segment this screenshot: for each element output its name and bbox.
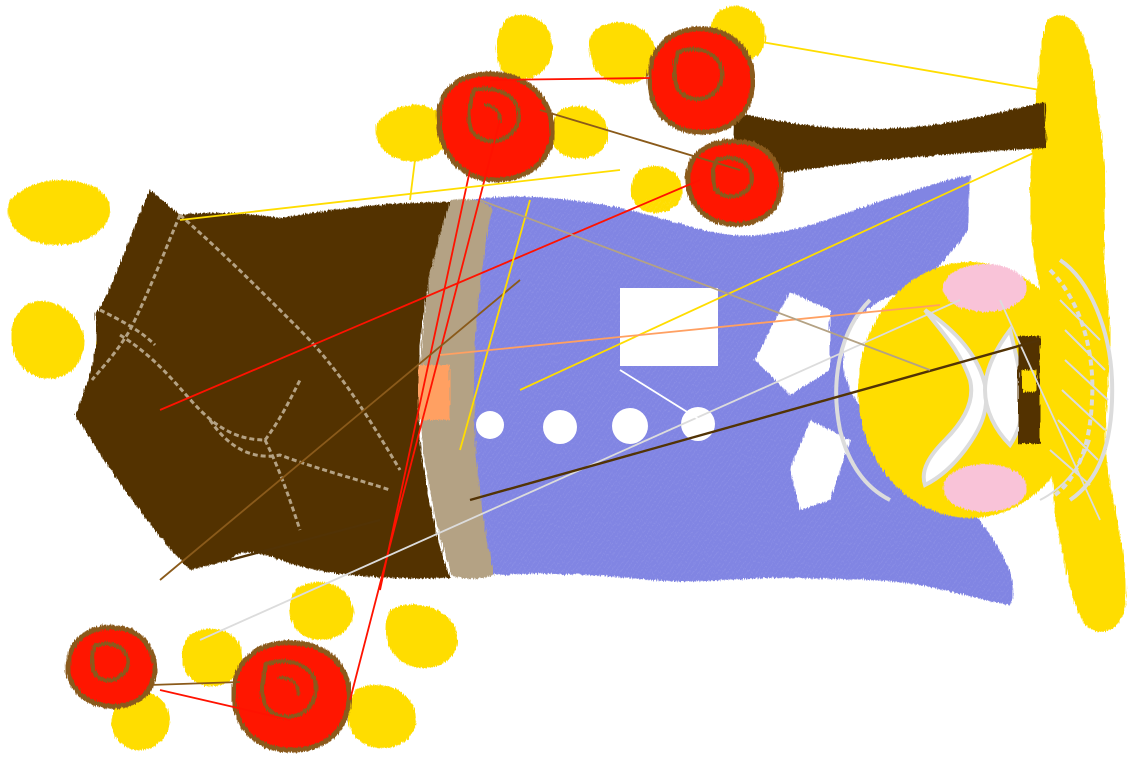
pink-patch	[943, 464, 1027, 512]
leaf-icon	[589, 22, 657, 85]
butterfly-wing	[921, 308, 989, 488]
leaf-icon	[496, 14, 553, 80]
peach-patch	[416, 365, 450, 420]
lace-ring	[834, 258, 1115, 502]
rose-icon	[647, 26, 756, 135]
leaf-icon	[11, 301, 85, 379]
rose-icon	[231, 640, 352, 753]
guitar-body-periwinkle	[467, 176, 1014, 610]
leaf-icon	[289, 582, 354, 640]
jump-threads	[149, 39, 1101, 721]
pickups	[476, 288, 718, 444]
leaf-icon	[375, 104, 450, 162]
pickup-rect	[620, 288, 718, 366]
bottom-leaves	[112, 582, 458, 751]
tan-binding	[416, 199, 494, 579]
right-gold-bar	[1030, 15, 1127, 632]
roses	[65, 26, 784, 753]
leaf-icon	[347, 684, 416, 749]
pink-patch	[943, 264, 1027, 312]
guitar-body-brown	[75, 190, 450, 579]
leaf-icon	[386, 604, 458, 668]
leaf-icon	[8, 180, 110, 245]
bridge-block	[1018, 336, 1040, 444]
leaf-icon	[181, 628, 243, 687]
pickup-dot	[476, 411, 504, 439]
rose-icon	[436, 71, 555, 183]
lace-stitching	[90, 213, 402, 531]
guitar-neck	[733, 102, 1046, 175]
pickup-dot	[543, 410, 577, 444]
rose-icon	[685, 138, 784, 227]
leaf-icon	[550, 106, 609, 159]
pickup-dot	[612, 408, 648, 444]
rose-icon	[65, 624, 158, 709]
